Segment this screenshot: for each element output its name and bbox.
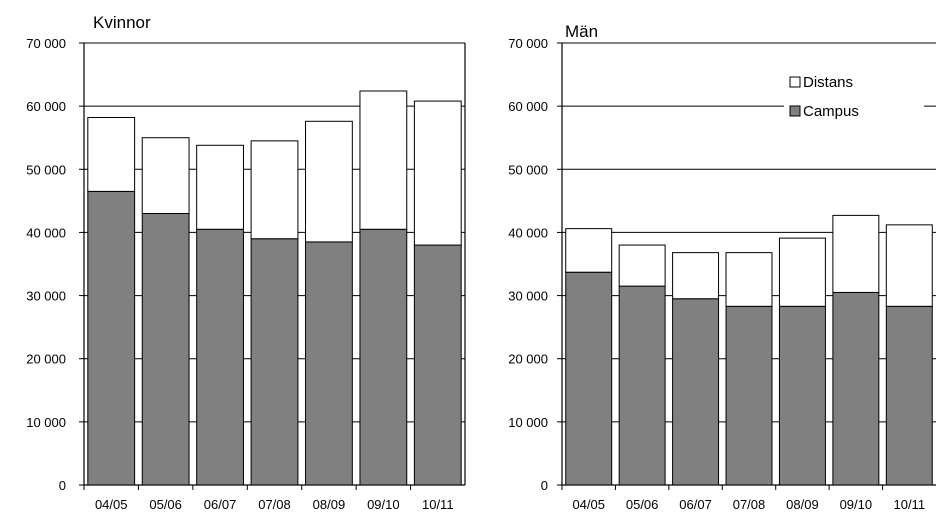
bar-campus-09-10 <box>359 228 408 486</box>
bar-distans-08-09 <box>305 120 353 243</box>
y-tick-label: 0 <box>541 478 548 493</box>
y-tick-label: 60 000 <box>26 99 66 114</box>
legend-swatch-distans <box>789 76 801 88</box>
x-tick-label: 09/10 <box>840 497 873 512</box>
x-tick-label: 05/06 <box>149 497 182 512</box>
chart-title: Män <box>565 22 598 41</box>
bar-campus-10-11 <box>413 244 462 486</box>
chart-legend: Distans Campus <box>784 71 924 133</box>
y-tick-label: 30 000 <box>508 289 548 304</box>
x-tick-label: 08/09 <box>313 497 346 512</box>
x-tick-label: 07/08 <box>733 497 766 512</box>
bar-distans-09-10 <box>832 214 880 293</box>
y-tick-label: 70 000 <box>26 36 66 51</box>
bar-distans-06-07 <box>196 144 244 230</box>
bar-distans-05-06 <box>141 137 190 214</box>
bar-campus-05-06 <box>618 285 666 486</box>
x-tick-label: 07/08 <box>258 497 291 512</box>
bar-distans-04-05 <box>565 228 613 273</box>
bar-campus-08-09 <box>778 305 826 486</box>
x-tick-label: 10/11 <box>422 497 454 512</box>
bar-campus-10-11 <box>885 305 933 486</box>
legend-label-distans: Distans <box>803 74 853 91</box>
bar-campus-05-06 <box>141 212 190 486</box>
y-tick-label: 30 000 <box>26 289 66 304</box>
bar-distans-07-08 <box>250 140 299 240</box>
bar-distans-09-10 <box>359 90 408 230</box>
bar-campus-06-07 <box>196 228 244 486</box>
bar-distans-07-08 <box>725 252 773 307</box>
bar-distans-05-06 <box>618 244 666 287</box>
x-tick-label: 10/11 <box>893 497 925 512</box>
y-tick-label: 40 000 <box>26 225 66 240</box>
x-tick-label: 04/05 <box>95 497 128 512</box>
y-tick-label: 50 000 <box>26 162 66 177</box>
y-tick-label: 50 000 <box>508 162 548 177</box>
x-tick-label: 05/06 <box>626 497 659 512</box>
y-tick-label: 0 <box>59 478 66 493</box>
y-tick-label: 20 000 <box>26 352 66 367</box>
bar-campus-06-07 <box>672 298 720 486</box>
x-tick-label: 09/10 <box>367 497 400 512</box>
bar-distans-10-11 <box>413 100 462 246</box>
bar-campus-08-09 <box>305 241 353 486</box>
legend-label-campus: Campus <box>803 103 859 120</box>
bar-distans-06-07 <box>672 252 720 300</box>
bar-distans-10-11 <box>885 224 933 307</box>
bar-campus-04-05 <box>565 271 613 486</box>
bar-campus-04-05 <box>87 190 136 486</box>
bar-distans-08-09 <box>778 237 826 307</box>
y-tick-label: 10 000 <box>508 415 548 430</box>
chart-panel-1: Kvinnor 0 10 000 20 000 30 000 40 000 50 000 60… <box>26 13 466 512</box>
x-tick-label: 06/07 <box>679 497 712 512</box>
chart-title: Kvinnor <box>93 13 151 32</box>
y-tick-label: 10 000 <box>26 415 66 430</box>
chart-panel-2: Män 0 10 000 20 000 30 000 40 000 50 000 60 000… <box>508 22 936 512</box>
y-tick-label: 70 000 <box>508 36 548 51</box>
y-tick-label: 40 000 <box>508 225 548 240</box>
y-tick-label: 20 000 <box>508 352 548 367</box>
legend-background <box>784 71 924 133</box>
legend-swatch-campus <box>789 105 801 117</box>
y-tick-label: 60 000 <box>508 99 548 114</box>
bar-campus-07-08 <box>250 238 299 486</box>
x-tick-label: 04/05 <box>572 497 605 512</box>
bar-campus-09-10 <box>832 291 880 486</box>
bar-campus-07-08 <box>725 305 773 486</box>
bar-distans-04-05 <box>87 117 136 192</box>
x-tick-label: 06/07 <box>204 497 237 512</box>
x-tick-label: 08/09 <box>786 497 819 512</box>
